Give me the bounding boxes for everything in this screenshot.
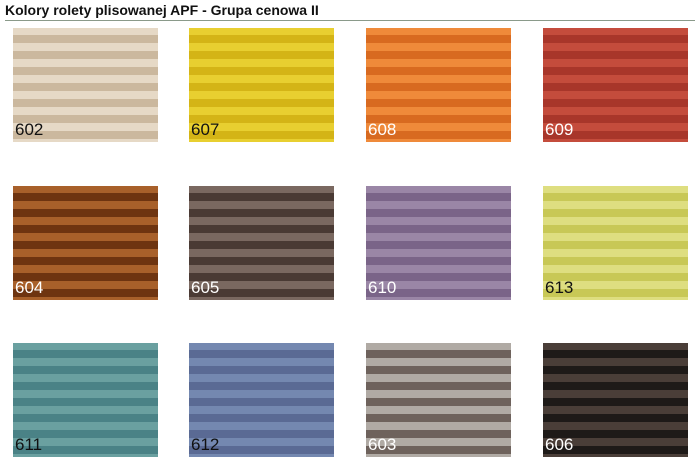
swatch-code-label: 606	[545, 435, 574, 454]
color-swatch-612[interactable]: 612	[189, 343, 334, 457]
color-swatch-605[interactable]: 605	[189, 186, 334, 300]
page-title: Kolory rolety plisowanej APF - Grupa cen…	[5, 2, 319, 18]
color-swatch-613[interactable]: 613	[543, 186, 688, 300]
color-swatch-607[interactable]: 607	[189, 28, 334, 142]
color-swatch-604[interactable]: 604	[13, 186, 158, 300]
color-swatch-606[interactable]: 606	[543, 343, 688, 457]
swatch-code-label: 608	[368, 120, 397, 139]
color-swatch-610[interactable]: 610	[366, 186, 511, 300]
color-swatch-602[interactable]: 602	[13, 28, 158, 142]
swatch-code-label: 613	[545, 278, 574, 297]
swatch-code-label: 604	[15, 278, 44, 297]
color-swatch-608[interactable]: 608	[366, 28, 511, 142]
swatch-code-label: 610	[368, 278, 397, 297]
color-swatch-609[interactable]: 609	[543, 28, 688, 142]
swatch-code-label: 602	[15, 120, 44, 139]
color-swatch-603[interactable]: 603	[366, 343, 511, 457]
swatch-code-label: 612	[191, 435, 220, 454]
swatch-code-label: 605	[191, 278, 220, 297]
color-swatch-611[interactable]: 611	[13, 343, 158, 457]
swatch-code-label: 609	[545, 120, 574, 139]
swatch-code-label: 611	[15, 435, 43, 454]
title-divider	[5, 20, 695, 21]
swatch-code-label: 607	[191, 120, 220, 139]
swatch-code-label: 603	[368, 435, 397, 454]
